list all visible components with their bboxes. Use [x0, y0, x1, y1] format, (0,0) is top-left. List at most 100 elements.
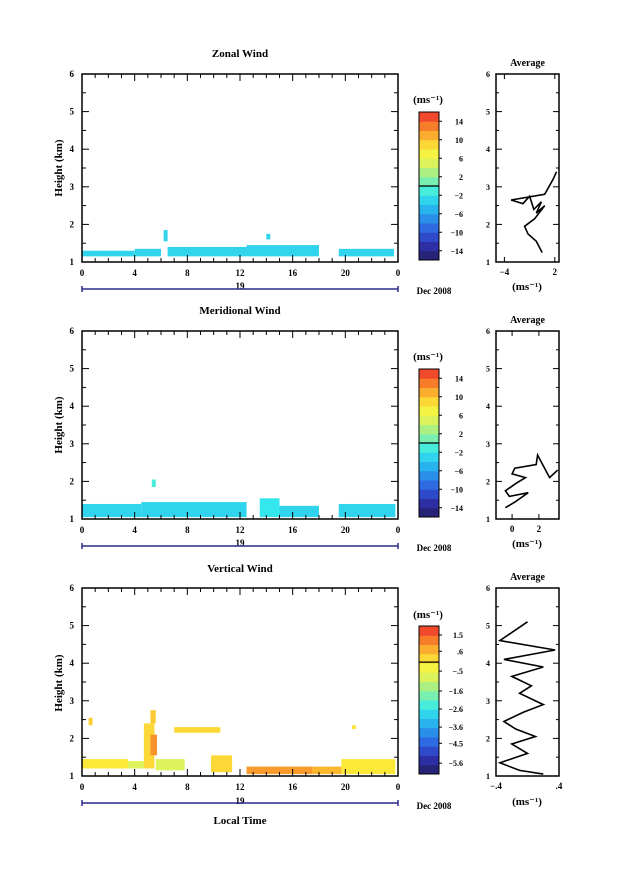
avg-x-tick-label: −.4 [490, 781, 502, 791]
colorbar-segment [419, 709, 439, 719]
colorbar-tick-label: −6 [454, 467, 463, 476]
colorbar-segment [419, 232, 439, 242]
y-tick-label: 1 [70, 771, 75, 781]
colorbar-segment [419, 644, 439, 655]
data-cell [338, 503, 396, 518]
x-tick-label: 16 [288, 782, 298, 792]
avg-panel-title: Average [510, 315, 545, 326]
avg-y-tick-label: 6 [486, 327, 490, 336]
x-tick-label: 20 [341, 268, 351, 278]
data-cell [163, 230, 168, 242]
data-cell [150, 710, 156, 724]
colorbar-segment [419, 480, 439, 490]
colorbar-segment [419, 406, 439, 416]
avg-y-tick-label: 3 [486, 183, 490, 192]
colorbar-tick-label: −3.6 [448, 723, 463, 732]
x-axis-title: Local Time [213, 815, 266, 827]
avg-y-tick-label: 6 [486, 70, 490, 79]
x-tick-label: 16 [288, 525, 298, 535]
y-tick-label: 2 [70, 219, 75, 229]
panel-title: Vertical Wind [207, 563, 273, 575]
colorbar-segment [419, 158, 439, 168]
data-cell [246, 245, 319, 257]
x-tick-label: 8 [185, 525, 190, 535]
x-tick-label: 12 [236, 268, 246, 278]
colorbar-tick-label: 14 [455, 374, 463, 383]
x-tick-label: 8 [185, 268, 190, 278]
colorbar-segment [419, 112, 439, 122]
avg-y-tick-label: 4 [486, 659, 490, 668]
data-cell [155, 759, 185, 771]
avg-y-tick-label: 1 [486, 258, 490, 267]
avg-profile-line [510, 171, 558, 253]
colorbar-segment [419, 433, 439, 444]
data-cell [341, 759, 396, 775]
colorbar-segment [419, 167, 439, 178]
avg-title: (ms⁻¹) [512, 796, 542, 808]
avg-x-tick-label: .4 [556, 781, 563, 791]
y-axis-title: Height (km) [53, 396, 65, 453]
colorbar-segment [419, 489, 439, 499]
x-tick-label: 0 [80, 782, 85, 792]
colorbar-segment [419, 681, 439, 692]
data-cell [279, 505, 319, 518]
colorbar-segment [419, 387, 439, 398]
colorbar-tick-label: −2 [454, 448, 463, 457]
colorbar-segment [419, 415, 439, 425]
data-cell [82, 503, 142, 518]
y-tick-label: 5 [70, 107, 75, 117]
avg-x-tick-label: 0 [510, 524, 515, 534]
avg-x-tick-label: −4 [500, 267, 510, 277]
colorbar-segment [419, 121, 439, 131]
colorbar-tick-label: 1.5 [453, 631, 463, 640]
colorbar-segment [419, 507, 439, 518]
x-tick-label: 0 [396, 268, 401, 278]
plot-frame [81, 73, 399, 263]
colorbar-segment [419, 443, 439, 453]
data-cell [338, 248, 395, 257]
colorbar-segment [419, 498, 439, 509]
colorbar-tick-label: −1.6 [448, 687, 463, 696]
colorbar-tick-label: 2 [459, 430, 463, 439]
avg-profile-line [504, 452, 559, 509]
plot-frame [81, 330, 399, 520]
colorbar-tick-label: −2.6 [448, 705, 463, 714]
x-tick-label: 20 [341, 525, 351, 535]
colorbar-segment [419, 223, 439, 233]
data-cell [246, 766, 313, 775]
x-tick-label: 0 [80, 525, 85, 535]
colorbar-segment [419, 241, 439, 252]
colorbar-segment [419, 737, 439, 747]
colorbar-tick-label: −10 [450, 228, 463, 237]
vertical-wind-panel: Vertical Wind Height (km) (ms⁻¹) (ms⁻¹) … [53, 563, 563, 827]
y-tick-label: 4 [70, 144, 75, 154]
plot-frame [81, 587, 399, 777]
colorbar-tick-label: 2 [459, 173, 463, 182]
x-tick-label: 16 [288, 268, 298, 278]
y-tick-label: 1 [70, 257, 75, 267]
data-cell [82, 250, 135, 257]
panel-title: Zonal Wind [212, 48, 268, 60]
colorbar-tick-label: 6 [459, 411, 463, 420]
colorbar-segment [419, 452, 439, 462]
day-label: 19 [236, 538, 246, 548]
x-tick-label: 12 [236, 525, 246, 535]
avg-profile-line [497, 621, 556, 775]
x-tick-label: 4 [132, 268, 137, 278]
panel-title: Meridional Wind [199, 305, 280, 317]
avg-y-tick-label: 6 [486, 584, 490, 593]
colorbar-tick-label: 14 [455, 117, 463, 126]
avg-frame [495, 587, 560, 777]
avg-panel-title: Average [510, 572, 545, 583]
colorbar-segment [419, 149, 439, 159]
x-tick-label: 4 [132, 525, 137, 535]
colorbar-segment [419, 213, 439, 224]
y-tick-label: 3 [70, 696, 75, 706]
colorbar-tick-label: −.5 [452, 667, 463, 676]
colorbar-segment [419, 690, 439, 701]
avg-y-tick-label: 4 [486, 145, 490, 154]
day-label: 19 [236, 281, 246, 291]
colorbar-segment [419, 764, 439, 775]
data-cell [143, 723, 155, 769]
avg-panel-title: Average [510, 58, 545, 69]
